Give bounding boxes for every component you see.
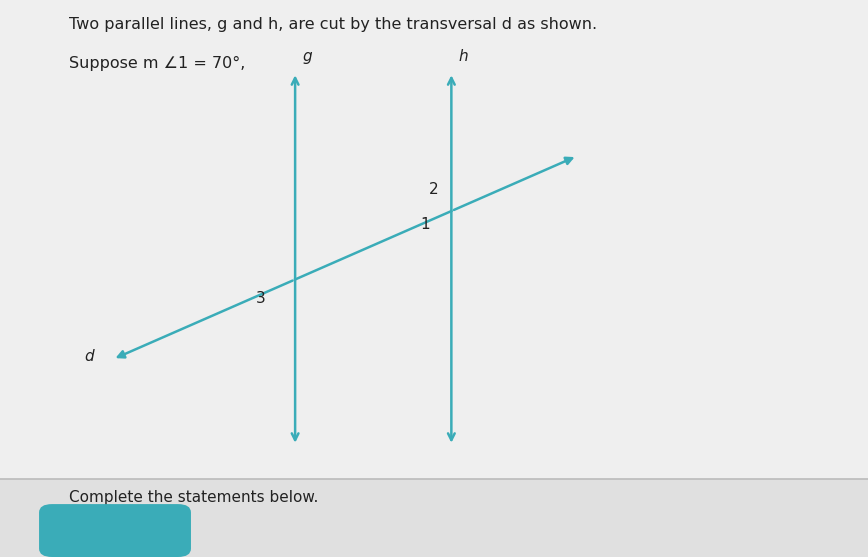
Text: Suppose m ∠1 = 70°,: Suppose m ∠1 = 70°, bbox=[69, 56, 246, 71]
FancyBboxPatch shape bbox=[39, 504, 191, 557]
Text: Continue: Continue bbox=[81, 523, 150, 538]
Text: 2: 2 bbox=[429, 182, 438, 197]
Text: 1: 1 bbox=[420, 217, 430, 232]
FancyBboxPatch shape bbox=[0, 0, 868, 479]
Text: g: g bbox=[302, 49, 312, 64]
Text: Complete the statements below.: Complete the statements below. bbox=[69, 490, 319, 505]
FancyBboxPatch shape bbox=[0, 479, 868, 557]
Text: d: d bbox=[84, 349, 94, 364]
Text: h: h bbox=[458, 49, 468, 64]
Text: Two parallel lines, g and h, are cut by the transversal d as shown.: Two parallel lines, g and h, are cut by … bbox=[69, 17, 597, 32]
Text: 3: 3 bbox=[255, 291, 266, 306]
